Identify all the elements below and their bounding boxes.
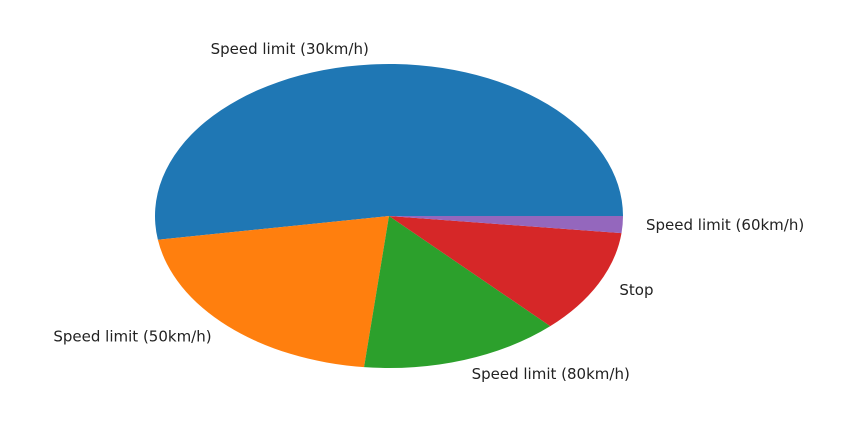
pie-slice-5 xyxy=(389,216,623,234)
pie-slice-4 xyxy=(389,216,622,327)
pie-slice-1 xyxy=(155,64,623,240)
pie-slices xyxy=(155,64,623,368)
pie-slice-label-2: Speed limit (50km/h) xyxy=(53,328,211,346)
pie-slice-label-5: Speed limit (60km/h) xyxy=(646,216,804,234)
pie-slice-2 xyxy=(157,216,389,368)
pie-slice-label-4: Stop xyxy=(619,281,653,299)
pie-slice-label-3: Speed limit (80km/h) xyxy=(472,365,630,383)
pie-slice-label-1: Speed limit (30km/h) xyxy=(211,40,369,58)
pie-slice-3 xyxy=(364,216,551,368)
pie-labels: Speed limit (30km/h) Speed limit (50km/h)… xyxy=(53,40,804,383)
